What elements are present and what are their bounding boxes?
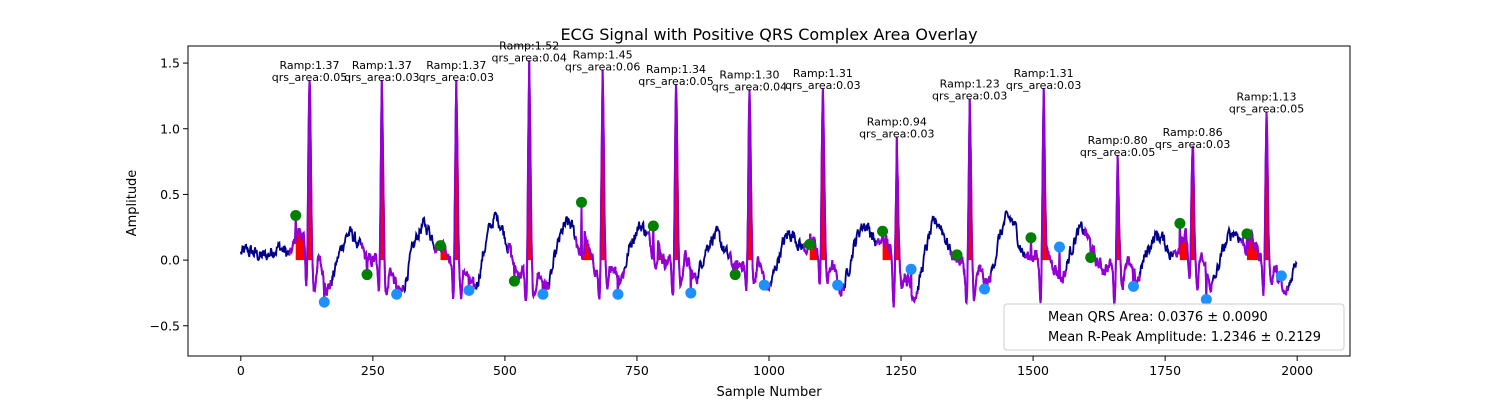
s-offset-marker bbox=[1200, 294, 1212, 306]
s-offset-marker bbox=[537, 288, 549, 300]
x-tick-label: 750 bbox=[625, 363, 649, 378]
plot-clip-group bbox=[239, 60, 1298, 308]
s-offset-marker bbox=[1275, 270, 1287, 282]
ramp-label: Ramp:0.86 bbox=[1163, 126, 1223, 139]
ramp-label: Ramp:1.23 bbox=[940, 78, 1000, 91]
ramp-label: Ramp:1.34 bbox=[646, 63, 706, 76]
qrs-area-label: qrs_area:0.03 bbox=[932, 90, 1007, 103]
qrs-segment-line bbox=[646, 84, 699, 296]
q-onset-marker bbox=[647, 220, 659, 232]
qrs-segment-line bbox=[1083, 154, 1141, 307]
legend-box bbox=[1003, 303, 1345, 351]
s-offset-marker bbox=[612, 288, 624, 300]
qrs-area-label: qrs_area:0.04 bbox=[491, 51, 566, 64]
qrs-area-label: qrs_area:0.03 bbox=[344, 71, 419, 84]
x-tick-label: 1000 bbox=[753, 363, 785, 378]
ramp-label: Ramp:0.94 bbox=[867, 116, 927, 129]
legend-entry: Mean QRS Area: 0.0376 ± 0.0090 bbox=[1048, 310, 1268, 325]
plot-area bbox=[239, 60, 1298, 308]
qrs-area-label: qrs_area:0.03 bbox=[419, 71, 494, 84]
qrs-area-fill bbox=[735, 89, 765, 261]
y-axis-label: Amplitude bbox=[125, 170, 140, 237]
ramp-label: Ramp:1.45 bbox=[573, 49, 633, 62]
ramp-label: Ramp:0.80 bbox=[1088, 134, 1148, 147]
q-onset-marker bbox=[361, 269, 373, 281]
qrs-area-label: qrs_area:0.05 bbox=[1080, 146, 1155, 159]
qrs-segment-line bbox=[288, 80, 332, 303]
y-tick-label: 1.5 bbox=[160, 56, 180, 71]
qrs-segment-line bbox=[728, 89, 772, 292]
q-onset-marker bbox=[951, 249, 963, 261]
x-tick-label: 1250 bbox=[885, 363, 917, 378]
qrs-segment-line bbox=[433, 80, 477, 300]
y-tick-label: 0.0 bbox=[160, 253, 180, 268]
ramp-label: Ramp:1.30 bbox=[719, 68, 779, 81]
s-offset-marker bbox=[905, 263, 917, 275]
q-onset-marker bbox=[729, 269, 741, 281]
q-onset-marker bbox=[575, 196, 587, 208]
q-onset-marker bbox=[434, 240, 446, 252]
qrs-segment-line bbox=[875, 136, 919, 308]
s-offset-marker bbox=[758, 279, 770, 291]
chart-title: ECG Signal with Positive QRS Complex Are… bbox=[560, 25, 977, 44]
x-tick-label: 0 bbox=[237, 363, 245, 378]
legend-entry: Mean R-Peak Amplitude: 1.2346 ± 0.2129 bbox=[1048, 330, 1321, 345]
ramp-label: Ramp:1.37 bbox=[279, 59, 339, 72]
qrs-area-label: qrs_area:0.03 bbox=[1006, 79, 1081, 92]
x-tick-label: 1500 bbox=[1017, 363, 1049, 378]
s-offset-marker bbox=[1127, 280, 1139, 292]
q-onset-marker bbox=[290, 209, 302, 221]
ramp-label: Ramp:1.31 bbox=[793, 67, 853, 80]
q-onset-marker bbox=[1241, 228, 1253, 240]
ramp-label: Ramp:1.37 bbox=[352, 59, 412, 72]
qrs-segment-line bbox=[1172, 146, 1214, 300]
y-tick-label: −0.5 bbox=[150, 318, 180, 333]
x-axis-label: Sample Number bbox=[716, 385, 822, 400]
q-onset-marker bbox=[804, 238, 816, 250]
q-onset-marker bbox=[508, 275, 520, 287]
s-offset-marker bbox=[685, 287, 697, 299]
x-tick-label: 500 bbox=[493, 363, 517, 378]
qrs-area-label: qrs_area:0.05 bbox=[638, 75, 713, 88]
qrs-segment-line bbox=[1023, 87, 1067, 304]
s-offset-marker bbox=[463, 284, 475, 296]
legend: Mean QRS Area: 0.0376 ± 0.0090 Mean R-Pea… bbox=[1003, 303, 1345, 351]
qrs-segment-line bbox=[507, 60, 551, 301]
q-onset-marker bbox=[1085, 251, 1097, 263]
q-onset-marker bbox=[1174, 217, 1186, 229]
qrs-area-fill bbox=[367, 80, 397, 261]
qrs-area-label: qrs_area:0.05 bbox=[272, 71, 347, 84]
ramp-label: Ramp:1.31 bbox=[1014, 67, 1074, 80]
s-offset-marker bbox=[318, 296, 330, 308]
qrs-segment-line bbox=[359, 80, 404, 296]
qrs-segment-line bbox=[574, 69, 626, 300]
x-tick-label: 2000 bbox=[1281, 363, 1313, 378]
beat-annotations: Ramp:1.37qrs_area:0.05Ramp:1.37qrs_area:… bbox=[272, 39, 1305, 159]
qrs-area-fill bbox=[1247, 111, 1282, 261]
qrs-area-label: qrs_area:0.05 bbox=[1229, 103, 1304, 116]
s-offset-marker bbox=[978, 283, 990, 295]
ramp-label: Ramp:1.37 bbox=[426, 59, 486, 72]
y-tick-label: 1.0 bbox=[160, 121, 180, 136]
x-tick-label: 1750 bbox=[1149, 363, 1181, 378]
q-onset-marker bbox=[877, 225, 889, 237]
q-onset-marker bbox=[1025, 232, 1037, 244]
qrs-area-fill bbox=[295, 80, 325, 261]
s-offset-marker bbox=[1054, 241, 1065, 253]
qrs-area-label: qrs_area:0.03 bbox=[859, 128, 934, 141]
ramp-label: Ramp:1.13 bbox=[1237, 91, 1297, 104]
s-offset-marker bbox=[391, 288, 403, 300]
qrs-area-label: qrs_area:0.06 bbox=[565, 61, 640, 74]
axes: 0 250 500 750 1000 1250 1500 1750 2000 −0.5 0.0 0.5… bbox=[150, 45, 1351, 378]
y-tick-label: 0.5 bbox=[160, 187, 180, 202]
s-offset-marker bbox=[832, 279, 844, 291]
qrs-area-label: qrs_area:0.03 bbox=[1155, 138, 1230, 151]
x-tick-label: 250 bbox=[361, 363, 385, 378]
qrs-area-label: qrs_area:0.04 bbox=[712, 80, 787, 93]
qrs-area-label: qrs_area:0.03 bbox=[785, 79, 860, 92]
